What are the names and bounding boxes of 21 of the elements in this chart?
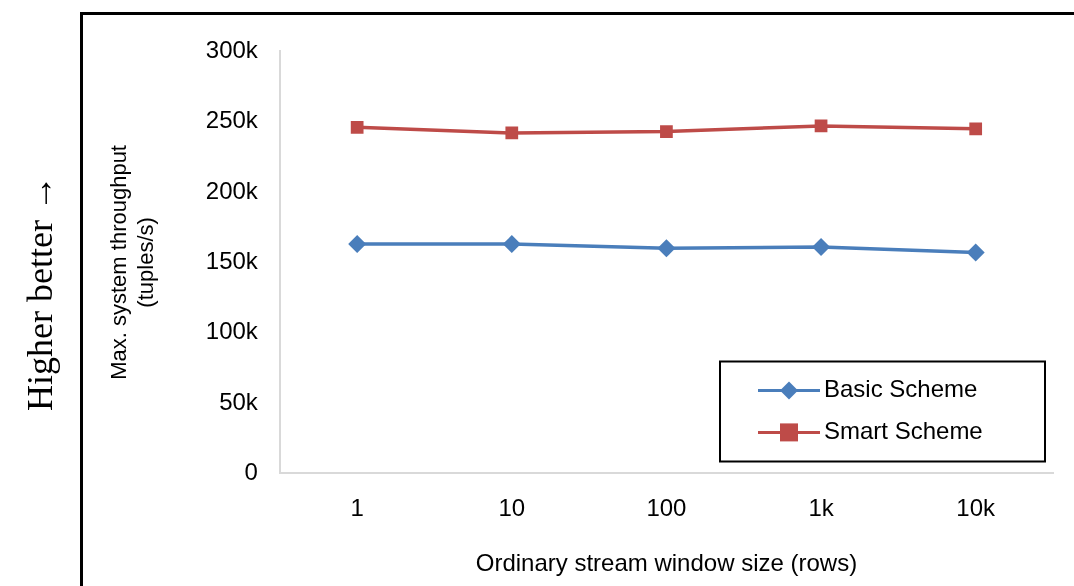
point (502, 235, 521, 254)
text: Higher better → (19, 175, 61, 411)
point (966, 243, 985, 262)
point (969, 122, 983, 136)
point (505, 126, 519, 140)
y-axis-title: Max. system throughput (tuples/s) (106, 145, 158, 380)
legend-label: Basic Scheme (824, 375, 978, 403)
x-tick-label: 100 (646, 494, 687, 522)
x-axis-title: Ordinary stream window size (rows) (475, 549, 858, 577)
point (350, 121, 364, 134)
y-tick-label: 0 (244, 458, 258, 486)
legend-label: Smart Scheme (824, 417, 983, 445)
point (348, 235, 367, 254)
point (657, 239, 676, 258)
x-tick-label: 10k (956, 494, 997, 522)
point (812, 237, 831, 256)
x-tick-label: 1k (808, 494, 835, 522)
x-tick-label: 10 (498, 494, 526, 522)
point (660, 125, 673, 138)
x-tick-label: 1 (350, 494, 364, 522)
y-tick-label: 300k (205, 36, 259, 64)
